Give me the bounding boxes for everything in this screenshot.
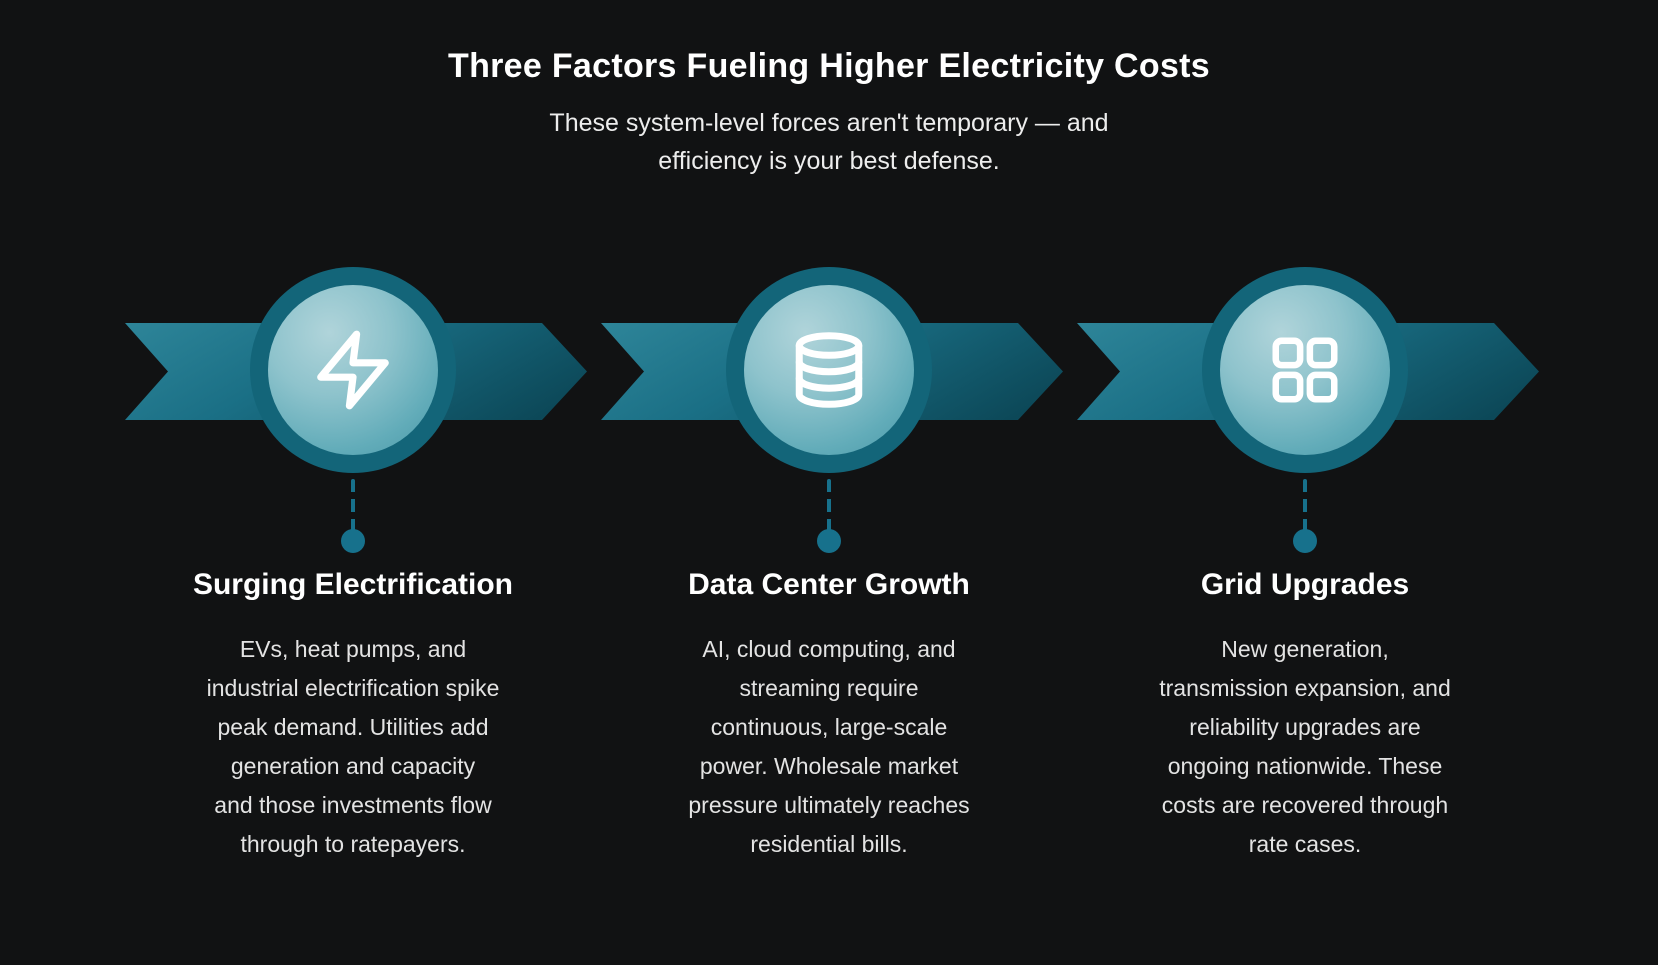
database-icon (795, 332, 863, 408)
factor-title: Data Center Growth (688, 568, 970, 601)
factors-row: Surging Electrification EVs, heat pumps,… (115, 0, 1543, 965)
lightning-bolt-icon (317, 330, 389, 410)
dashed-connector-line (827, 479, 831, 533)
factor-column-grid-upgrades: Grid Upgrades New generation, transmissi… (1067, 0, 1543, 965)
factor-circle-inner (268, 285, 438, 455)
grid-squares-icon (1272, 337, 1338, 403)
connector-dot (1293, 529, 1317, 553)
factor-circle (250, 267, 456, 473)
connector-dot (341, 529, 365, 553)
factor-title: Surging Electrification (192, 568, 514, 601)
factor-title: Grid Upgrades (1200, 568, 1410, 601)
factor-description: AI, cloud computing, and streaming requi… (688, 636, 970, 857)
page-title: Three Factors Fueling Higher Electricity… (448, 47, 1210, 85)
factor-description: New generation, transmission expansion, … (1159, 636, 1451, 857)
factor-circle-inner (1220, 285, 1390, 455)
header: Three Factors Fueling Higher Electricity… (0, 44, 1658, 180)
factor-column-surging-electrification: Surging Electrification EVs, heat pumps,… (115, 0, 591, 965)
factor-circle (1202, 267, 1408, 473)
connector-dot (817, 529, 841, 553)
dashed-connector-line (1303, 479, 1307, 533)
factor-circle-inner (744, 285, 914, 455)
factor-column-data-center-growth: Data Center Growth AI, cloud computing, … (591, 0, 1067, 965)
page-subtitle: These system-level forces aren't tempora… (549, 109, 1109, 175)
dashed-connector-line (351, 479, 355, 533)
factor-description: EVs, heat pumps, and industrial electrif… (206, 636, 500, 857)
factor-circle (726, 267, 932, 473)
